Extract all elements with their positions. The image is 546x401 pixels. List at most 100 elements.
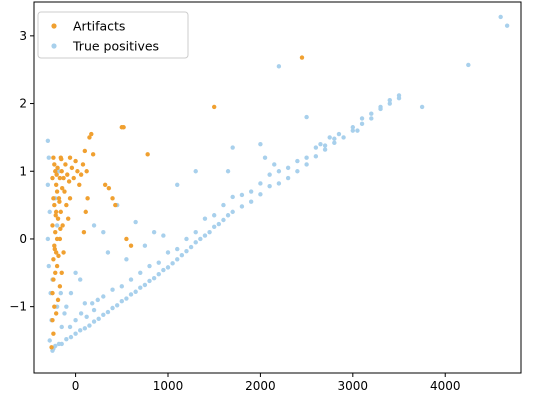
data-point xyxy=(142,282,148,288)
data-point xyxy=(75,169,80,174)
data-point xyxy=(45,138,51,143)
data-point xyxy=(101,294,106,299)
data-point xyxy=(304,155,309,160)
data-point xyxy=(239,204,245,209)
data-point xyxy=(50,317,55,323)
data-point xyxy=(59,156,64,162)
data-point xyxy=(105,250,111,255)
data-point xyxy=(221,217,226,223)
data-point xyxy=(239,192,245,198)
data-point xyxy=(313,154,319,159)
legend-label: True positives xyxy=(72,39,159,54)
data-point xyxy=(84,169,89,174)
y-tick-label: 1 xyxy=(19,164,27,178)
data-point xyxy=(56,253,61,259)
data-point xyxy=(369,116,374,121)
data-point xyxy=(156,271,161,277)
data-point xyxy=(53,213,58,218)
data-point xyxy=(114,303,120,308)
y-tick-label: −1 xyxy=(9,300,27,314)
data-point xyxy=(51,155,56,160)
data-point xyxy=(258,141,263,147)
data-point xyxy=(52,246,57,252)
data-point xyxy=(147,263,152,269)
data-point xyxy=(54,172,59,177)
data-point xyxy=(57,236,63,242)
data-point xyxy=(170,261,175,266)
data-point xyxy=(188,244,194,250)
data-point xyxy=(258,181,263,186)
data-point xyxy=(59,324,64,330)
data-point xyxy=(53,209,59,215)
data-point xyxy=(359,121,365,127)
data-point xyxy=(73,158,78,164)
data-point xyxy=(81,229,87,235)
data-point xyxy=(49,345,54,350)
data-point xyxy=(96,316,101,322)
data-point xyxy=(82,326,88,331)
data-point xyxy=(322,143,328,148)
data-point xyxy=(58,226,63,231)
data-point xyxy=(138,270,143,276)
data-point xyxy=(369,111,374,116)
data-point xyxy=(66,179,72,184)
data-point xyxy=(230,145,235,150)
data-point xyxy=(230,209,235,215)
data-point xyxy=(295,169,300,174)
data-point xyxy=(110,287,115,292)
data-point xyxy=(248,199,254,204)
data-point xyxy=(64,304,69,309)
data-point xyxy=(102,182,108,187)
data-point xyxy=(332,140,337,146)
legend-marker xyxy=(51,43,57,49)
series-artifacts xyxy=(49,55,305,350)
data-point xyxy=(101,229,106,235)
data-point xyxy=(355,128,360,133)
data-point xyxy=(128,277,134,282)
data-point xyxy=(202,233,208,238)
data-point xyxy=(419,104,425,110)
data-point xyxy=(62,189,67,194)
data-point xyxy=(65,172,70,177)
data-point xyxy=(64,202,69,208)
x-tick-label: 2000 xyxy=(245,379,276,393)
data-point xyxy=(60,223,65,228)
data-point xyxy=(350,128,356,133)
data-point xyxy=(267,183,272,189)
data-point xyxy=(193,169,198,174)
data-point xyxy=(53,343,58,349)
data-point xyxy=(55,297,61,303)
data-point xyxy=(69,165,75,171)
y-tick-label: 0 xyxy=(19,232,27,246)
data-point xyxy=(378,104,383,110)
legend-label: Artifacts xyxy=(73,19,125,34)
data-point xyxy=(63,162,68,167)
data-point xyxy=(47,338,52,343)
data-point xyxy=(258,192,263,197)
data-point xyxy=(124,296,129,301)
data-point xyxy=(51,257,56,262)
data-point xyxy=(175,257,180,262)
data-point xyxy=(161,233,166,238)
data-point xyxy=(61,250,66,255)
data-point xyxy=(50,175,55,181)
data-point xyxy=(142,243,148,248)
data-point xyxy=(138,285,143,290)
data-point xyxy=(46,263,51,269)
data-point xyxy=(62,311,67,316)
data-point xyxy=(230,194,235,200)
data-point xyxy=(350,125,356,130)
data-point xyxy=(87,323,92,328)
data-point xyxy=(71,175,76,181)
data-point xyxy=(52,202,57,208)
data-point xyxy=(276,169,282,174)
data-point xyxy=(179,253,185,258)
data-point xyxy=(145,152,150,157)
x-tick-label: 4000 xyxy=(430,379,461,393)
data-point xyxy=(341,135,346,140)
data-point xyxy=(53,250,59,255)
legend-box xyxy=(37,11,189,59)
data-point xyxy=(248,189,254,194)
data-point xyxy=(121,125,126,130)
